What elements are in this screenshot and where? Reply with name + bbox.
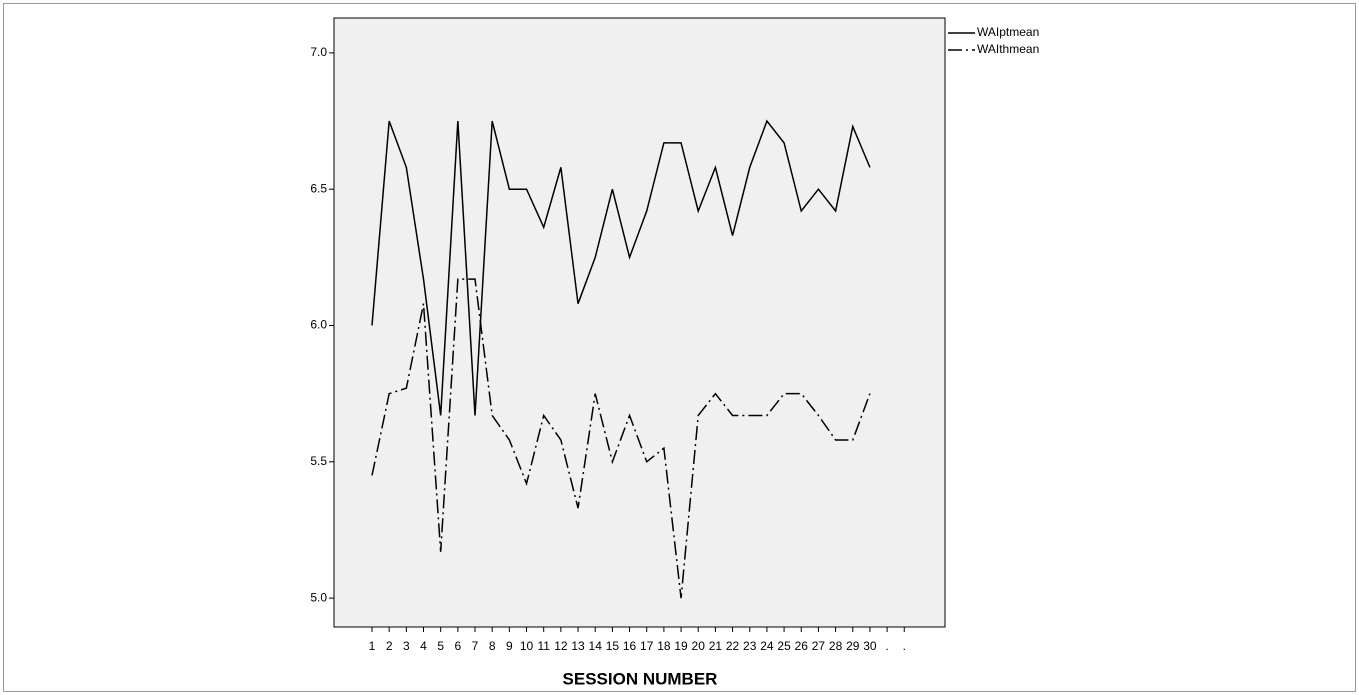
x-tick-label: 28 bbox=[829, 639, 843, 653]
x-tick-label: 11 bbox=[537, 639, 550, 653]
y-tick-label: 7.0 bbox=[310, 45, 327, 59]
x-tick-label: 30 bbox=[863, 639, 877, 653]
y-tick-label: 6.0 bbox=[310, 318, 327, 332]
x-tick-label: 2 bbox=[386, 639, 393, 653]
series-line bbox=[371, 278, 871, 599]
x-tick-label: 18 bbox=[657, 639, 671, 653]
legend-label: WAIthmean bbox=[977, 42, 1039, 56]
x-tick-label: 27 bbox=[812, 639, 826, 653]
x-tick-label: 13 bbox=[571, 639, 585, 653]
x-tick-label: 23 bbox=[743, 639, 757, 653]
x-tick-label: 24 bbox=[760, 639, 774, 653]
x-tick-label: 4 bbox=[420, 639, 427, 653]
x-tick-label: 7 bbox=[472, 639, 479, 653]
legend-label: WAIptmean bbox=[977, 25, 1039, 39]
x-axis-label: SESSION NUMBER bbox=[563, 669, 718, 688]
y-tick-label: 6.5 bbox=[310, 181, 327, 195]
x-tick-label: 22 bbox=[726, 639, 740, 653]
x-tick-label: 15 bbox=[606, 639, 620, 653]
x-tick-label: 16 bbox=[623, 639, 637, 653]
x-tick-label: 17 bbox=[640, 639, 654, 653]
x-tick-label: 14 bbox=[589, 639, 603, 653]
plot-area bbox=[333, 17, 946, 628]
x-tick-label: 3 bbox=[403, 639, 410, 653]
x-tick-label: 19 bbox=[674, 639, 688, 653]
y-tick-label: 5.5 bbox=[310, 454, 327, 468]
x-tick-label: 21 bbox=[709, 639, 723, 653]
x-tick-label: 5 bbox=[437, 639, 444, 653]
x-tick-label: 9 bbox=[506, 639, 513, 653]
x-tick-label: 10 bbox=[520, 639, 534, 653]
x-tick-label: 20 bbox=[692, 639, 706, 653]
y-tick-label: 5.0 bbox=[310, 590, 327, 604]
series-line bbox=[371, 119, 871, 416]
x-tick-label: 29 bbox=[846, 639, 860, 653]
x-tick-label: . bbox=[885, 639, 888, 653]
x-tick-label: 1 bbox=[369, 639, 376, 653]
x-tick-label: 8 bbox=[489, 639, 496, 653]
x-tick-label: 26 bbox=[795, 639, 809, 653]
x-tick-label: 12 bbox=[554, 639, 568, 653]
x-tick-label: 25 bbox=[777, 639, 791, 653]
x-tick-label: . bbox=[903, 639, 906, 653]
x-tick-label: 6 bbox=[455, 639, 462, 653]
